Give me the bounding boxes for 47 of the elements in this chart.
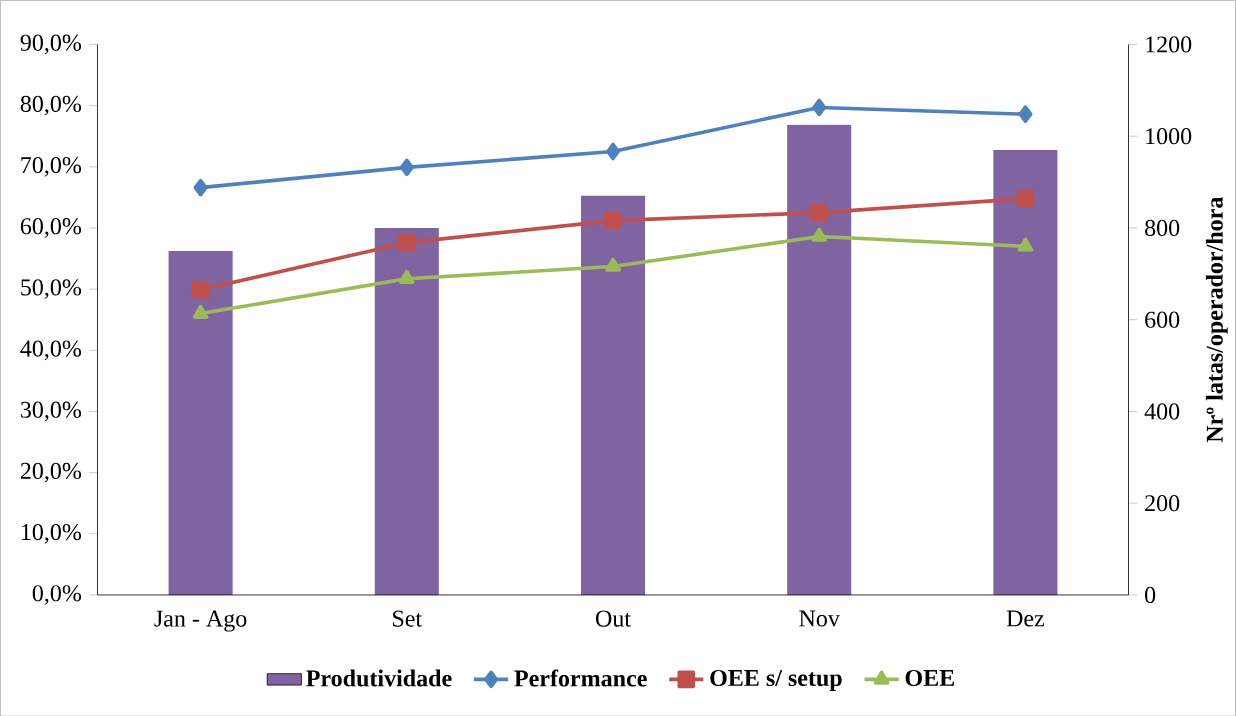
point <box>1016 189 1035 208</box>
point <box>398 269 415 284</box>
y2-tick-label: 1000 <box>1146 127 1192 145</box>
point <box>605 142 621 161</box>
y-tick-label: 90,0% <box>20 34 82 55</box>
bar <box>787 124 852 595</box>
y-tick-label: 80,0% <box>20 95 82 116</box>
x-tick-label: Jan - Ago <box>154 610 247 632</box>
bar <box>580 195 646 595</box>
point <box>604 211 622 230</box>
y2-tick-label: 400 <box>1144 403 1180 420</box>
y-tick-label: 20,0% <box>20 462 82 483</box>
y2-axis-title: Nrº latas/operador/hora <box>1205 196 1228 443</box>
y-tick-label: 40,0% <box>20 340 82 360</box>
bar <box>993 149 1058 595</box>
legend-label: Performance <box>514 669 647 687</box>
x-tick-label: Dez <box>1006 610 1045 627</box>
bar <box>374 227 439 595</box>
point <box>192 304 209 319</box>
legend-label: OEE <box>905 669 954 686</box>
point <box>1017 237 1034 252</box>
y-tick-label: 50,0% <box>21 279 82 299</box>
point <box>605 257 621 272</box>
point <box>811 227 828 242</box>
point <box>193 178 208 197</box>
y2-tick-label: 600 <box>1145 311 1180 328</box>
y-tick-label: 70,0% <box>21 156 82 177</box>
x-tick-label: Nov <box>799 610 840 627</box>
y2-tick-label: 0 <box>1145 586 1156 603</box>
legend-label: Produtividade <box>306 669 452 687</box>
legend-label: OEE s/ setup <box>710 669 842 691</box>
point <box>1018 105 1033 123</box>
point <box>810 203 829 222</box>
bar <box>168 250 233 595</box>
x-tick-label: Out <box>595 610 631 627</box>
y-tick-label: 30,0% <box>20 401 82 422</box>
point <box>191 280 210 299</box>
y2-tick-label: 200 <box>1145 494 1180 512</box>
y-tick-label: 0,0% <box>32 584 82 605</box>
y2-tick-label: 800 <box>1145 219 1180 236</box>
x-tick-label: Set <box>393 610 423 627</box>
y2-tick-label: 1200 <box>1146 36 1192 53</box>
y-tick-label: 10,0% <box>21 523 82 544</box>
point <box>398 233 416 252</box>
y-tick-label: 60,0% <box>20 217 82 238</box>
point <box>399 158 414 176</box>
point <box>812 98 827 117</box>
